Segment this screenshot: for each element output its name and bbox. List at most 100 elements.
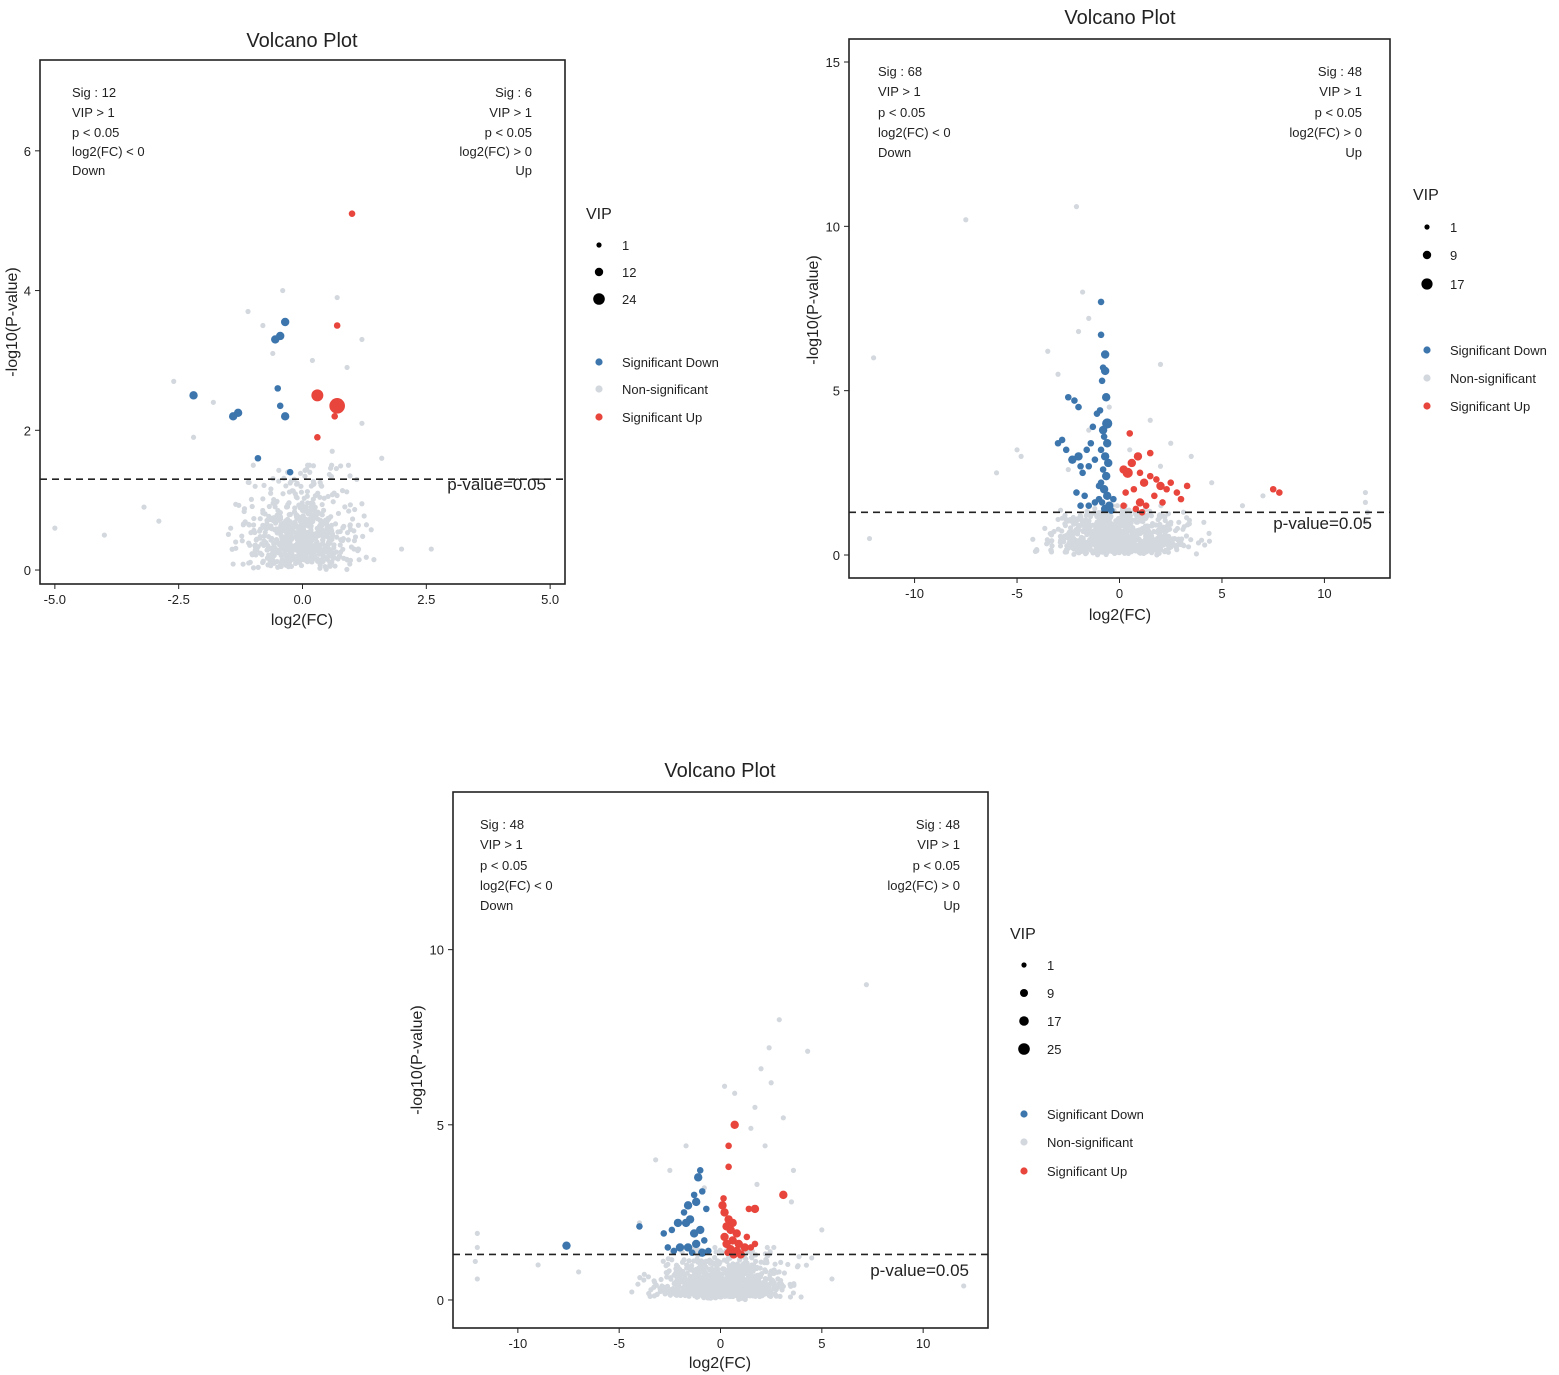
ns-point — [141, 504, 147, 510]
ns-point — [251, 515, 257, 522]
ns-point — [156, 518, 162, 524]
ns-point — [1099, 515, 1105, 522]
ns-point — [261, 542, 267, 549]
ns-point — [265, 516, 271, 522]
ns-point — [286, 512, 292, 518]
ns-point — [771, 1244, 777, 1251]
sig-down-point — [680, 1209, 688, 1216]
ns-point — [703, 1274, 709, 1280]
ns-point — [325, 493, 331, 500]
sig-up-point — [1139, 478, 1149, 487]
sig-down-point — [1100, 452, 1110, 461]
sig-down-point — [1095, 482, 1103, 490]
ns-point — [278, 533, 284, 539]
sig-down-point — [286, 468, 294, 476]
ns-point — [352, 534, 359, 540]
ns-point — [1083, 542, 1089, 548]
ns-point — [331, 544, 337, 551]
sig-down-point — [636, 1223, 643, 1230]
ns-point — [748, 1125, 754, 1131]
svg-text:Down: Down — [72, 163, 105, 178]
sig-up-point — [779, 1190, 788, 1200]
ns-point — [321, 548, 327, 555]
data-points — [472, 982, 967, 1303]
ns-point — [1162, 517, 1168, 524]
ns-point — [727, 1265, 733, 1271]
ns-point — [306, 518, 312, 524]
sig-up-point — [1136, 469, 1144, 477]
ns-point — [472, 1258, 478, 1265]
chart-title: Volcano Plot — [246, 30, 358, 52]
ns-point — [641, 1277, 647, 1283]
ns-point — [303, 557, 309, 564]
sig-up-point — [1183, 482, 1191, 490]
ns-point — [651, 1293, 657, 1299]
group-legend: Significant Down Non-significant Signifi… — [1423, 343, 1547, 414]
ns-point — [1086, 315, 1092, 321]
sig-down-point — [698, 1248, 707, 1257]
sig-down-point — [703, 1205, 710, 1213]
sig-down-point — [1071, 397, 1078, 404]
ns-point — [1061, 536, 1067, 542]
ns-point — [310, 463, 317, 469]
ns-point — [312, 508, 318, 514]
ns-point — [748, 1250, 755, 1256]
ns-point — [716, 1261, 722, 1267]
ns-point — [723, 1276, 730, 1282]
ns-point — [233, 501, 239, 507]
sig-down-point — [1104, 458, 1113, 468]
sig-down-point — [1098, 425, 1108, 435]
ns-point — [1130, 527, 1137, 533]
ns-point — [1105, 533, 1112, 539]
ns-point — [646, 1290, 652, 1297]
sig-up-point — [1126, 430, 1134, 437]
ns-point — [256, 528, 263, 534]
ns-point — [809, 1255, 815, 1261]
ns-point — [669, 1257, 675, 1263]
sig-down-point — [1062, 446, 1070, 454]
ns-point — [1143, 547, 1149, 553]
ns-point — [1085, 520, 1091, 527]
ns-point — [299, 556, 305, 563]
x-tick-label: 0.0 — [293, 592, 311, 607]
ns-point — [751, 1266, 757, 1273]
ns-point — [363, 522, 370, 528]
ns-point — [752, 1104, 758, 1110]
ns-point — [246, 560, 252, 566]
sig-down-point — [683, 1201, 693, 1210]
y-tick-label: 0 — [437, 1293, 444, 1308]
ns-point — [1125, 550, 1132, 556]
ns-point — [1362, 519, 1369, 525]
ns-point — [795, 1263, 801, 1269]
ns-point — [294, 480, 300, 486]
ns-point — [780, 1283, 786, 1290]
chart-title: Volcano Plot — [664, 760, 776, 782]
ns-point — [292, 491, 298, 497]
ns-point — [294, 495, 300, 501]
x-axis-label: log2(FC) — [689, 1355, 751, 1372]
svg-text:p < 0.05: p < 0.05 — [72, 125, 119, 140]
ns-point — [723, 1280, 729, 1287]
ns-point — [283, 553, 289, 559]
ns-point — [1165, 526, 1171, 532]
ns-point — [724, 1271, 730, 1277]
ns-point — [1127, 447, 1133, 453]
x-tick-label: -5 — [1011, 586, 1023, 601]
ns-point — [1180, 526, 1186, 532]
ns-point — [763, 1268, 769, 1275]
sig-down-point — [670, 1247, 678, 1255]
ns-point — [1067, 516, 1073, 523]
group-legend: Significant Down Non-significant Signifi… — [1020, 1107, 1144, 1179]
ns-point — [684, 1265, 690, 1271]
ns-point — [757, 1291, 763, 1297]
ns-point — [323, 566, 329, 572]
sig-up-point — [1173, 489, 1181, 496]
y-axis-ticks: 0 5 10 — [430, 943, 453, 1308]
ns-point — [344, 364, 350, 371]
sig-down-point — [189, 391, 198, 400]
ns-point — [273, 546, 279, 553]
ns-point — [334, 534, 340, 540]
ns-point — [250, 462, 256, 468]
ns-point — [304, 548, 311, 554]
ns-point — [308, 483, 314, 489]
